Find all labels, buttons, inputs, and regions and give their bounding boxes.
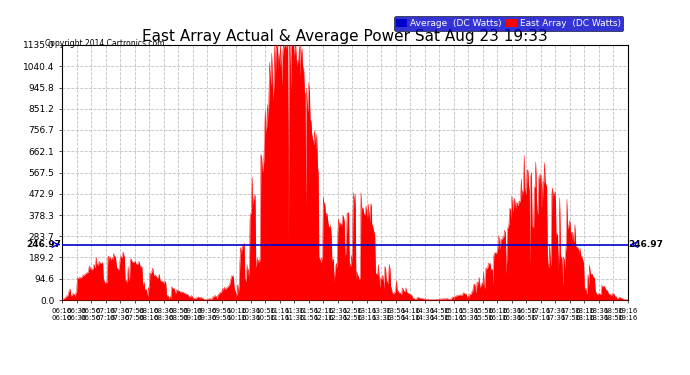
- Legend: Average  (DC Watts), East Array  (DC Watts): Average (DC Watts), East Array (DC Watts…: [394, 16, 623, 31]
- Title: East Array Actual & Average Power Sat Aug 23 19:33: East Array Actual & Average Power Sat Au…: [142, 29, 548, 44]
- Text: Copyright 2014 Cartronics.com: Copyright 2014 Cartronics.com: [45, 39, 164, 48]
- Text: 246.97: 246.97: [26, 240, 61, 249]
- Text: 246.97: 246.97: [629, 240, 664, 249]
